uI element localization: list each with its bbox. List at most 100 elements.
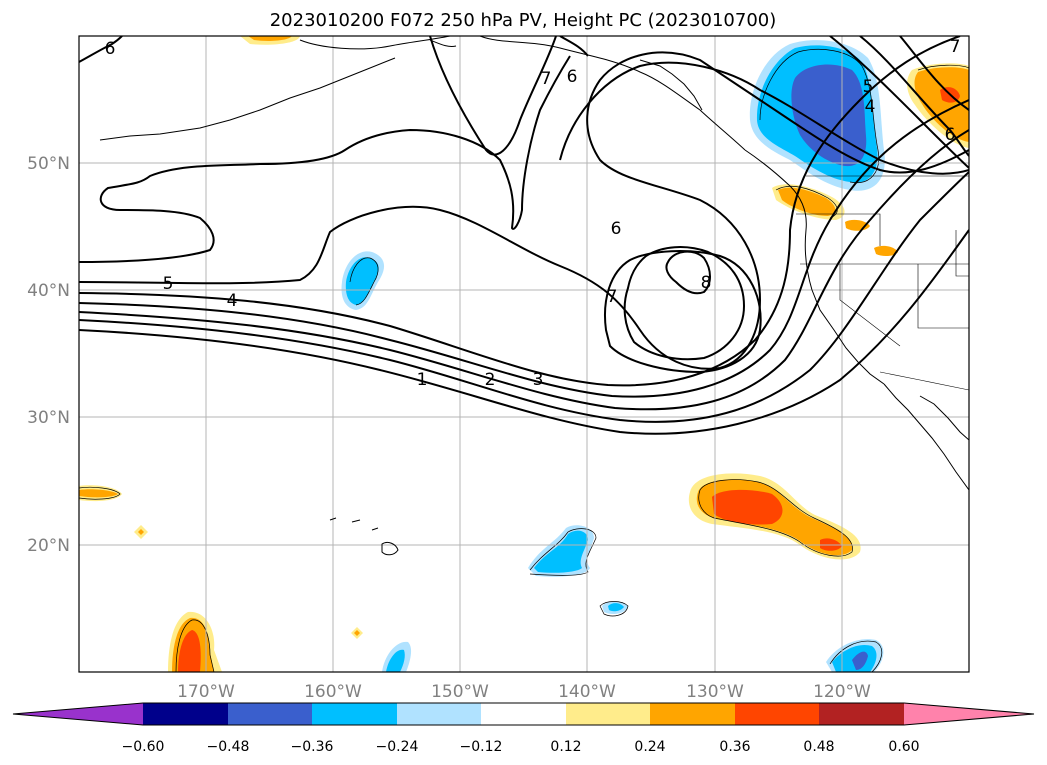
figure-title: 2023010200 F072 250 hPa PV, Height PC (2…: [270, 10, 777, 31]
contour-4-northeast: [829, 36, 969, 169]
pv-positive-area-nevada: [874, 245, 898, 257]
lat-tick-label: 40°N: [27, 281, 70, 301]
colorbar-tick-label: −0.24: [376, 739, 419, 755]
colorbar-swatch: [481, 703, 566, 725]
lon-tick-label: 130°W: [686, 682, 744, 702]
boundary-us-mexico: [879, 371, 969, 391]
contour-2: [79, 171, 969, 423]
colorbar-swatch: [650, 703, 735, 725]
boundary-washington-oregon: [796, 213, 881, 246]
pv-positive-area-alaska-inner: [248, 36, 292, 41]
contour-1: [79, 229, 969, 435]
contour-label-7: 7: [607, 287, 618, 307]
lat-tick-label: 30°N: [27, 408, 70, 428]
map-panel: 1 2 3 4 5 6 7 8 7 6 5 4 6 6 7 6 170°W 1: [27, 35, 970, 702]
contour-label-6: 6: [611, 219, 622, 239]
colorbar-tick-label: 0.24: [634, 739, 665, 755]
lon-tick-label: 160°W: [304, 682, 362, 702]
coastline-hawaii-islands: [329, 517, 399, 556]
pv-positive-area-dot-2-inner: [354, 630, 360, 636]
contour-label-5: 5: [163, 274, 174, 294]
contour-label-4-northeast: 4: [865, 97, 876, 117]
pv-positive-area-vancouver-inner: [778, 187, 836, 216]
colorbar-tick-label: −0.12: [460, 739, 503, 755]
contour-labels: 1 2 3 4 5 6 7 8 7 6 5 4 6 6 7 6: [105, 37, 961, 390]
colorbar-tick-label: 0.12: [550, 739, 581, 755]
contour-7-inner: [623, 246, 746, 361]
contour-3: [79, 129, 969, 411]
contour-8-closed: [604, 250, 762, 374]
colorbar-tick-label: 0.60: [888, 739, 919, 755]
pv-positive-area-southwest-core: [178, 630, 201, 672]
colorbar-swatch: [397, 703, 481, 725]
contour-5: [79, 36, 961, 387]
colorbar-tick-labels: −0.60 −0.48 −0.36 −0.24 −0.12 0.12 0.24 …: [122, 739, 920, 755]
contour-8-inner: [665, 250, 711, 295]
coastline-alaska-mainland: [479, 36, 746, 151]
lon-tick-label: 120°W: [813, 682, 871, 702]
pv-outline-vancouver: [775, 186, 838, 219]
coastlines: [99, 36, 969, 556]
boundary-nevada-arizona: [917, 264, 969, 329]
colorbar-extend-high: [904, 703, 1034, 725]
contour-label-1: 1: [417, 370, 428, 390]
colorbar-swatch: [566, 703, 650, 725]
contour-4: [79, 99, 969, 398]
boundary-california-nevada: [839, 264, 901, 347]
lat-tick-label: 20°N: [27, 536, 70, 556]
lat-tick-label: 50°N: [27, 154, 70, 174]
colorbar-tick-label: −0.36: [291, 739, 334, 755]
contour-label-5-northeast: 5: [863, 77, 874, 97]
lat-tick-labels: 50°N 40°N 30°N 20°N: [27, 154, 70, 556]
coastline-sitka: [639, 59, 703, 111]
political-boundaries: [796, 175, 969, 391]
colorbar-tick-label: −0.48: [207, 739, 250, 755]
colorbar-tick-label: 0.48: [803, 739, 834, 755]
contour-7-left: [79, 55, 571, 263]
pv-outline-gulf: [759, 49, 880, 184]
lon-tick-label: 140°W: [558, 682, 616, 702]
lon-tick-labels: 170°W 160°W 150°W 140°W 130°W 120°W: [177, 682, 871, 702]
contour-label-2: 2: [485, 370, 496, 390]
pv-outline-subtropical: [698, 479, 853, 557]
coastline-us-west: [811, 289, 885, 385]
contour-label-8: 8: [701, 273, 712, 293]
contour-label-7-north: 7: [541, 69, 552, 89]
pv-outline-northeast: [917, 64, 969, 71]
contour-6-west: [79, 36, 123, 63]
contour-6-northeast: [899, 36, 969, 111]
pv-outline-southeast: [829, 640, 883, 672]
pv-negative-area-hawaii-east-inner: [534, 530, 588, 573]
contour-label-7-topright: 7: [950, 37, 961, 57]
pv-outline-southwest: [175, 619, 215, 672]
contour-6-north: [429, 36, 557, 156]
coastline-aleutians: [99, 57, 396, 141]
coastline-bc: [744, 149, 813, 291]
pv-outline-central: [349, 257, 379, 306]
contour-6-lower: [79, 51, 969, 370]
height-contours: [79, 36, 969, 435]
contour-label-6-north: 6: [567, 67, 578, 87]
colorbar: −0.60 −0.48 −0.36 −0.24 −0.12 0.12 0.24 …: [12, 702, 1035, 755]
colorbar-swatch: [228, 703, 312, 725]
boundary-idaho: [955, 230, 969, 277]
pv-outline-hawaii-east: [529, 528, 597, 576]
colorbar-outline: [12, 702, 1035, 726]
colorbar-swatch: [819, 703, 904, 725]
contour-label-4: 4: [227, 291, 238, 311]
pv-negative-area-southeast-core: [852, 651, 868, 670]
contour-6-curve: [559, 36, 589, 57]
contour-label-3: 3: [533, 370, 544, 390]
lon-tick-label: 170°W: [177, 682, 235, 702]
contour-5-northeast: [859, 36, 969, 157]
colorbar-tick-label: −0.60: [122, 739, 165, 755]
colorbar-extend-low: [13, 703, 143, 725]
contour-7-northeast: [559, 61, 969, 175]
colorbar-tick-label: 0.36: [719, 739, 750, 755]
pv-positive-area-northeast-inner: [914, 67, 969, 142]
lon-tick-label: 150°W: [431, 682, 489, 702]
pv-positive-area-dot-1-inner: [138, 529, 144, 535]
map-frame: [78, 35, 970, 673]
coastline-alaska-peninsula: [299, 36, 451, 50]
